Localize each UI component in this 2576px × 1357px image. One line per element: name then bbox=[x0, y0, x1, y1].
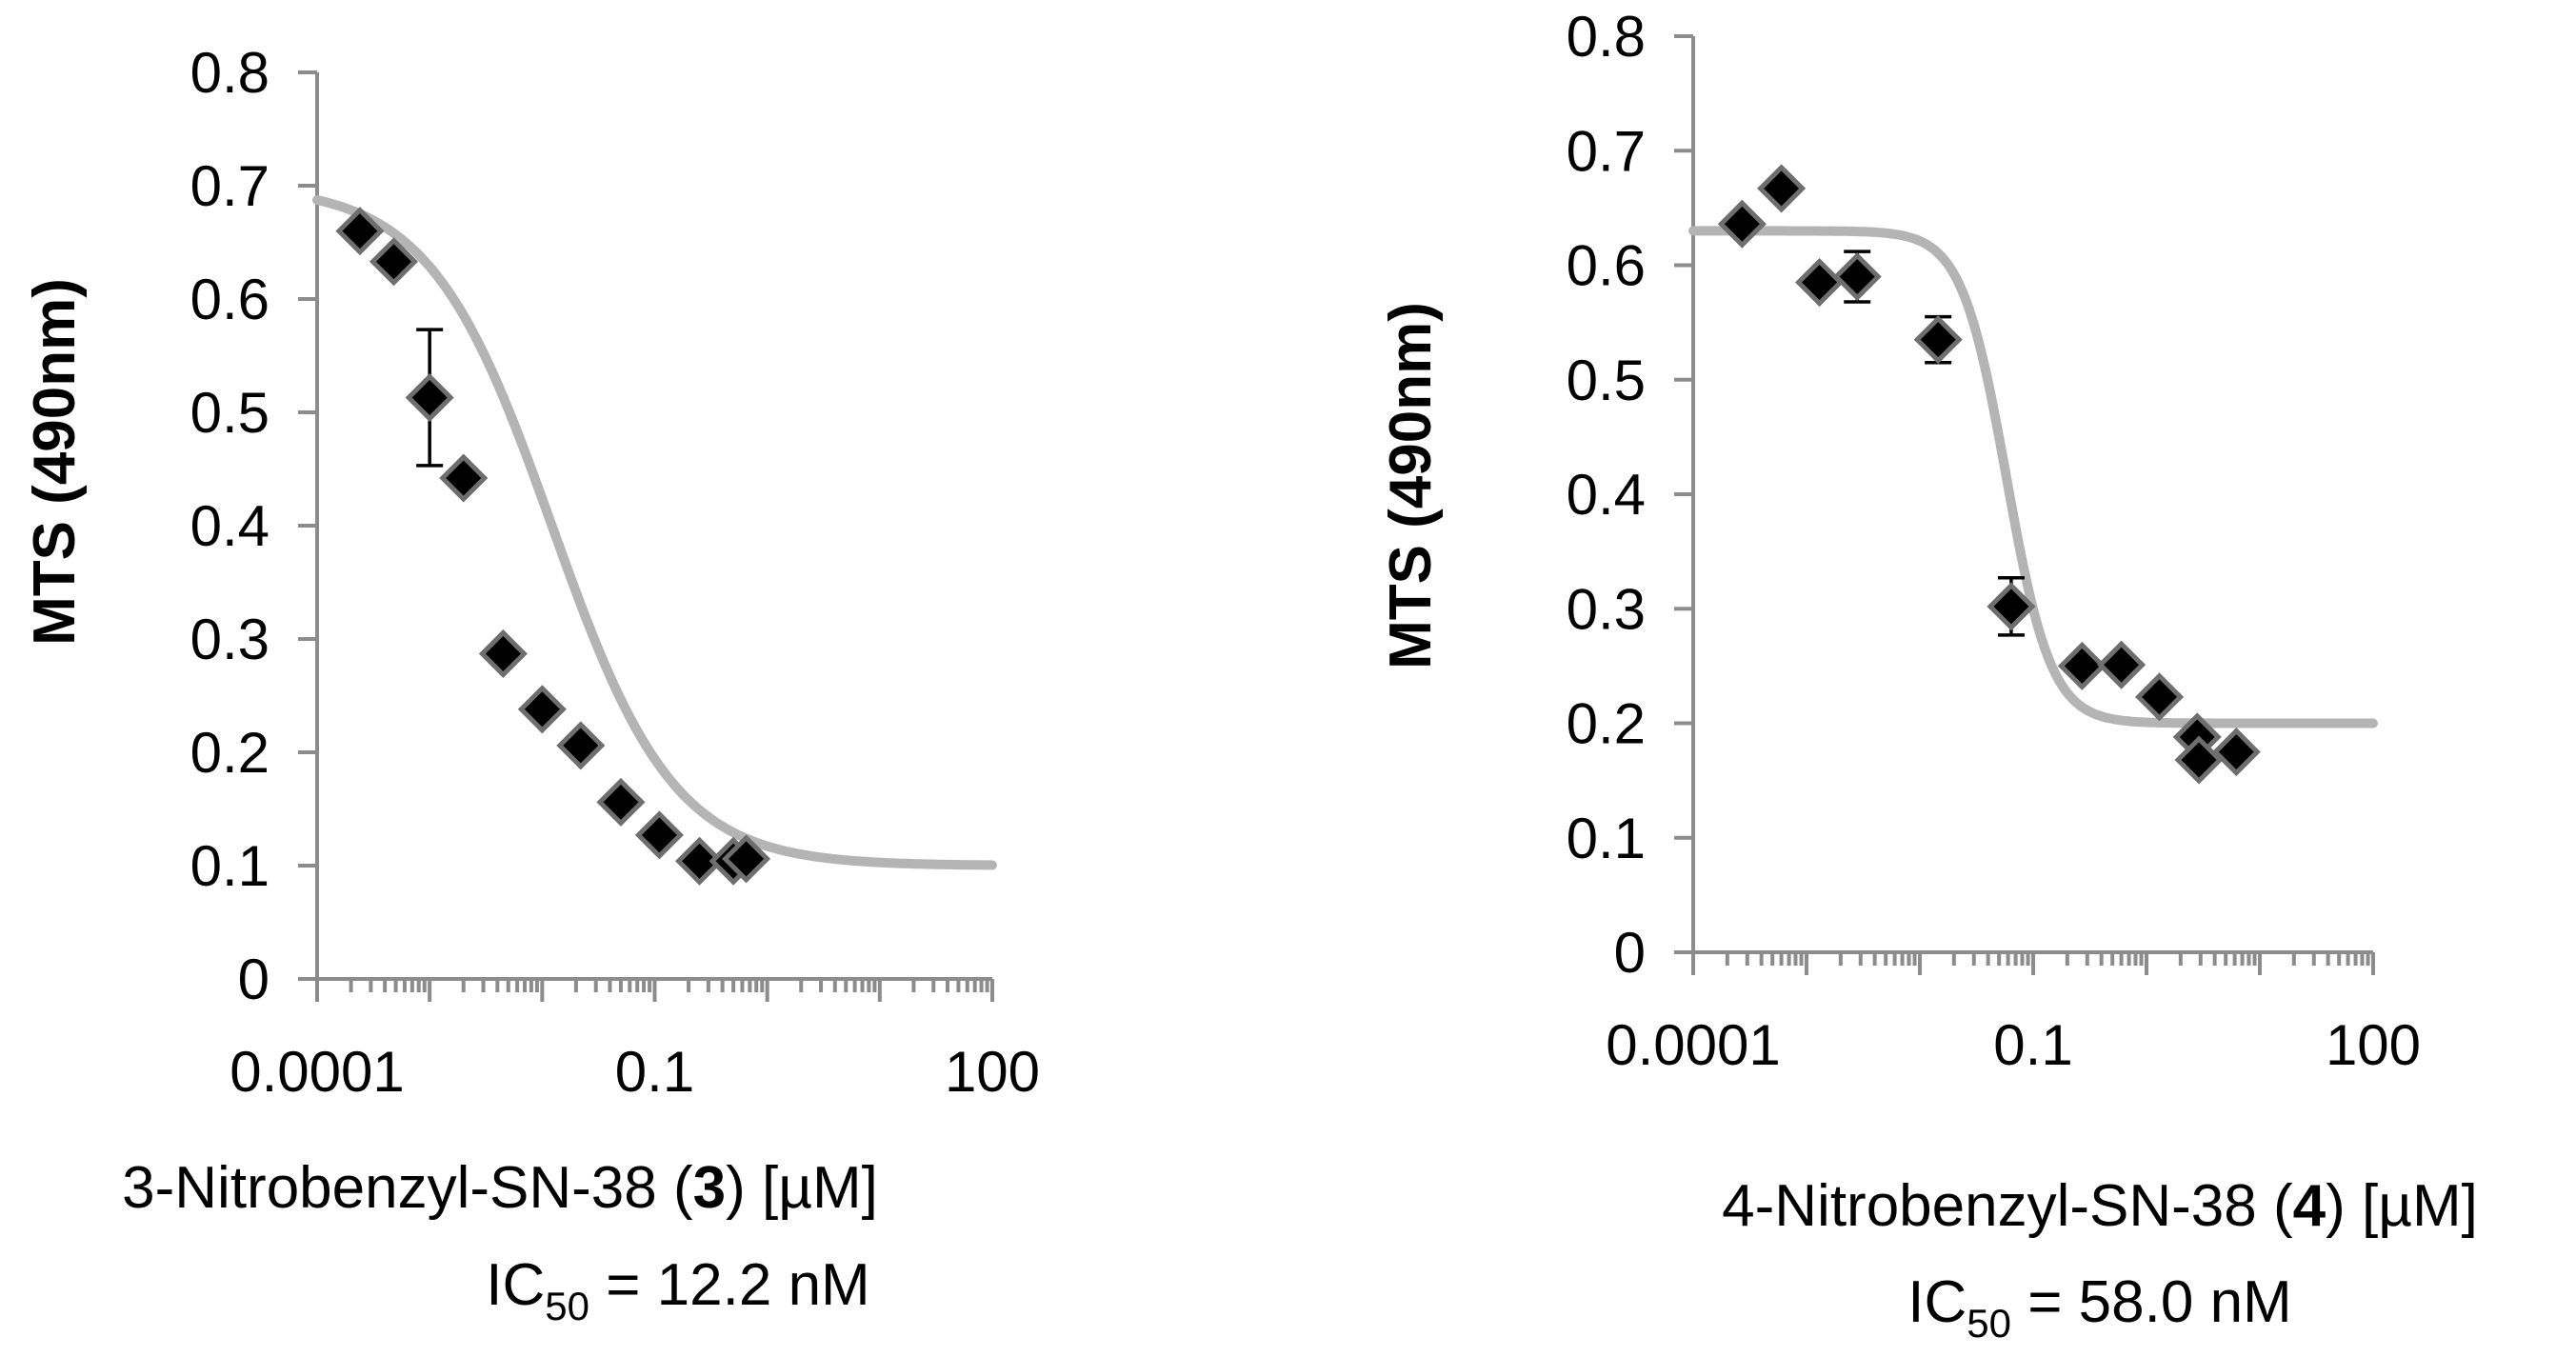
left-y-tick-label: 0.5 bbox=[190, 381, 270, 445]
left-plot-area: 0 0.1 0.2 0.3 0.4 0.5 0.6 0.7 0.8 0.0001 0.1 100 bbox=[190, 41, 1040, 1104]
right-y-tick-label: 0.2 bbox=[1567, 692, 1646, 756]
right-data-point bbox=[1717, 199, 1767, 249]
left-data-point bbox=[556, 721, 606, 770]
right-data-point bbox=[2174, 735, 2224, 785]
left-data-point bbox=[722, 834, 771, 884]
left-data-point bbox=[674, 836, 725, 886]
right-y-tick-label: 0.8 bbox=[1567, 5, 1646, 69]
left-data-point bbox=[634, 810, 684, 860]
right-x-tick-label: 100 bbox=[2326, 1013, 2421, 1077]
right-data-point bbox=[2057, 641, 2107, 690]
left-x-tick-label: 100 bbox=[945, 1040, 1040, 1104]
left-x-tick-label: 0.1 bbox=[615, 1040, 694, 1104]
left-y-tick-label: 0.6 bbox=[190, 268, 270, 331]
right-x-tick-label: 0.1 bbox=[1993, 1013, 2072, 1077]
right-ic50-label: IC50 = 58.0 nM bbox=[1907, 1269, 2291, 1346]
left-data-point bbox=[517, 685, 567, 734]
left-y-tick-label: 0.7 bbox=[190, 154, 270, 218]
right-data-point bbox=[1987, 582, 2036, 631]
left-chart: 0 0.1 0.2 0.3 0.4 0.5 0.6 0.7 0.8 0.0001 0.1 100 MT… bbox=[22, 41, 1040, 1328]
right-y-tick-label: 0.1 bbox=[1567, 807, 1646, 870]
left-data-point bbox=[405, 372, 454, 423]
right-data-point bbox=[1913, 315, 1963, 365]
right-y-tick-label: 0.4 bbox=[1567, 463, 1646, 527]
left-fit-curve bbox=[312, 195, 997, 870]
left-y-tick-label: 0.8 bbox=[190, 41, 270, 105]
left-data-point bbox=[478, 629, 528, 679]
left-data-point bbox=[369, 237, 419, 287]
right-chart: 0 0.1 0.2 0.3 0.4 0.5 0.6 0.7 0.8 0.0001 0.1 100 MT… bbox=[1378, 5, 2478, 1346]
right-x-tick-label: 0.0001 bbox=[1606, 1013, 1781, 1077]
right-data-point bbox=[2135, 672, 2185, 722]
right-y-tick-label: 0.5 bbox=[1567, 349, 1646, 412]
right-y-tick-label: 0.3 bbox=[1567, 577, 1646, 641]
left-y-tick-label: 0 bbox=[238, 948, 270, 1011]
left-x-tick-label: 0.0001 bbox=[230, 1040, 405, 1104]
right-x-axis-label: 4-Nitrobenzyl-SN-38 (4) [µM] bbox=[1722, 1173, 2478, 1239]
left-data-point bbox=[439, 453, 489, 503]
left-y-tick-label: 0.4 bbox=[190, 494, 270, 558]
right-y-tick-label: 0.7 bbox=[1567, 119, 1646, 183]
left-x-axis-label: 3-Nitrobenzyl-SN-38 (3) [µM] bbox=[122, 1155, 878, 1221]
left-y-tick-label: 0.2 bbox=[190, 721, 270, 785]
right-plot-area: 0 0.1 0.2 0.3 0.4 0.5 0.6 0.7 0.8 0.0001 0.1 100 bbox=[1567, 5, 2421, 1077]
right-y-tick-label: 0.6 bbox=[1567, 234, 1646, 298]
left-y-tick-label: 0.1 bbox=[190, 834, 270, 898]
left-ic50-label: IC50 = 12.2 nM bbox=[486, 1252, 869, 1328]
right-data-point bbox=[2097, 640, 2147, 689]
right-data-point bbox=[1832, 251, 1882, 302]
left-y-tick-label: 0.3 bbox=[190, 608, 270, 671]
right-y-axis-label: MTS (490nm) bbox=[1378, 302, 1444, 669]
right-fit-curve bbox=[1688, 226, 2378, 728]
left-data-point bbox=[335, 207, 385, 256]
left-y-axis-label: MTS (490nm) bbox=[22, 278, 88, 646]
right-data-point bbox=[1757, 164, 1807, 213]
left-data-point bbox=[596, 777, 646, 827]
right-data-point bbox=[1795, 258, 1845, 308]
right-y-tick-label: 0 bbox=[1614, 921, 1646, 985]
right-data-point bbox=[2211, 728, 2261, 777]
